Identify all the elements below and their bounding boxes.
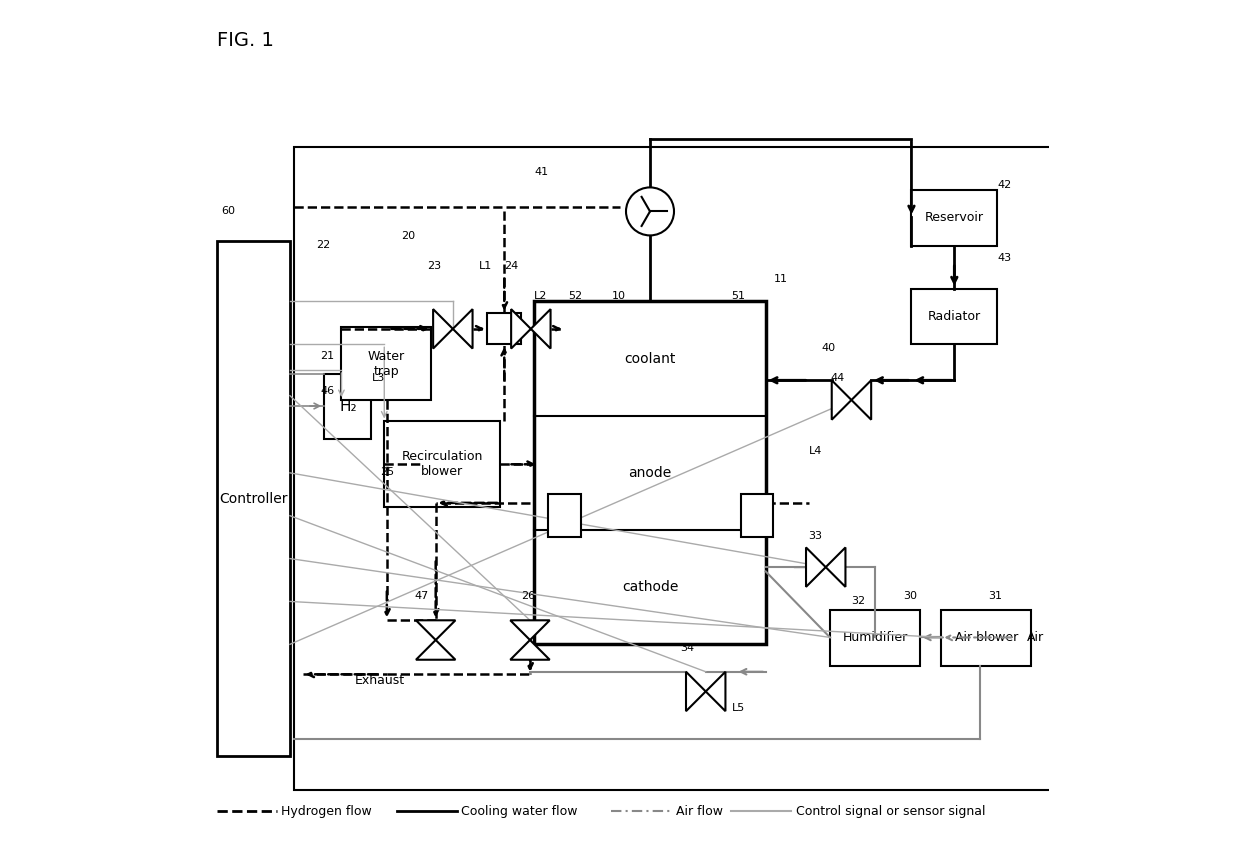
- Text: cathode: cathode: [621, 580, 678, 594]
- FancyBboxPatch shape: [534, 301, 766, 644]
- FancyBboxPatch shape: [941, 610, 1032, 666]
- Text: Recirculation
blower: Recirculation blower: [402, 451, 482, 478]
- Text: 31: 31: [988, 592, 1003, 601]
- Text: Reservoir: Reservoir: [925, 212, 983, 224]
- FancyBboxPatch shape: [324, 374, 372, 439]
- Bar: [740, 494, 774, 538]
- Text: FIG. 1: FIG. 1: [217, 32, 274, 51]
- Text: Control signal or sensor signal: Control signal or sensor signal: [796, 805, 986, 818]
- Text: 30: 30: [903, 592, 916, 601]
- FancyBboxPatch shape: [217, 242, 290, 756]
- Polygon shape: [415, 620, 455, 640]
- Text: 41: 41: [534, 167, 548, 177]
- Text: Humidifier: Humidifier: [842, 631, 908, 644]
- FancyBboxPatch shape: [341, 327, 432, 400]
- Polygon shape: [433, 309, 453, 348]
- Polygon shape: [511, 620, 549, 640]
- Polygon shape: [511, 640, 549, 660]
- Text: 52: 52: [569, 292, 583, 301]
- Text: L2: L2: [534, 292, 548, 301]
- Polygon shape: [511, 309, 531, 348]
- Circle shape: [626, 187, 675, 236]
- Text: 21: 21: [320, 352, 334, 361]
- Text: Air flow: Air flow: [676, 805, 723, 818]
- Text: L5: L5: [732, 703, 745, 713]
- Polygon shape: [852, 380, 872, 420]
- Text: 20: 20: [402, 231, 415, 242]
- Text: Radiator: Radiator: [928, 310, 981, 322]
- Polygon shape: [415, 640, 455, 660]
- FancyBboxPatch shape: [911, 190, 997, 246]
- Polygon shape: [832, 380, 852, 420]
- Text: 51: 51: [732, 292, 745, 301]
- Text: 34: 34: [680, 643, 694, 653]
- Polygon shape: [826, 548, 846, 587]
- Text: 22: 22: [316, 240, 330, 250]
- Text: 11: 11: [774, 274, 789, 285]
- Text: 33: 33: [808, 531, 822, 542]
- Text: Air: Air: [1027, 631, 1044, 644]
- Text: 47: 47: [414, 592, 429, 601]
- Text: L4: L4: [808, 445, 822, 456]
- FancyBboxPatch shape: [911, 289, 997, 344]
- Text: 60: 60: [222, 206, 236, 216]
- Text: 44: 44: [830, 373, 844, 383]
- Text: 10: 10: [611, 292, 625, 301]
- Polygon shape: [806, 548, 826, 587]
- Text: Hydrogen flow: Hydrogen flow: [281, 805, 372, 818]
- FancyBboxPatch shape: [830, 610, 920, 666]
- Text: H₂: H₂: [339, 399, 357, 414]
- Text: Exhaust: Exhaust: [355, 674, 404, 687]
- Polygon shape: [453, 309, 472, 348]
- Text: 46: 46: [320, 386, 334, 396]
- Text: Controller: Controller: [219, 492, 288, 506]
- FancyBboxPatch shape: [487, 313, 521, 344]
- Polygon shape: [706, 672, 725, 711]
- Polygon shape: [531, 309, 551, 348]
- Text: anode: anode: [629, 466, 672, 480]
- Bar: [548, 494, 580, 538]
- Text: 23: 23: [427, 261, 441, 272]
- FancyBboxPatch shape: [294, 147, 1100, 790]
- Polygon shape: [686, 672, 706, 711]
- Text: Cooling water flow: Cooling water flow: [461, 805, 578, 818]
- Text: Air blower: Air blower: [955, 631, 1018, 644]
- Text: 32: 32: [852, 596, 866, 605]
- Text: 26: 26: [521, 592, 536, 601]
- FancyBboxPatch shape: [384, 421, 500, 507]
- Text: 40: 40: [821, 343, 836, 353]
- Text: 25: 25: [379, 467, 394, 477]
- Text: 42: 42: [997, 180, 1012, 190]
- Text: 43: 43: [997, 253, 1012, 263]
- Text: coolant: coolant: [624, 352, 676, 365]
- Text: L3: L3: [372, 373, 384, 383]
- Text: L1: L1: [479, 261, 492, 272]
- Text: 24: 24: [505, 261, 518, 272]
- Text: Water
trap: Water trap: [368, 349, 405, 378]
